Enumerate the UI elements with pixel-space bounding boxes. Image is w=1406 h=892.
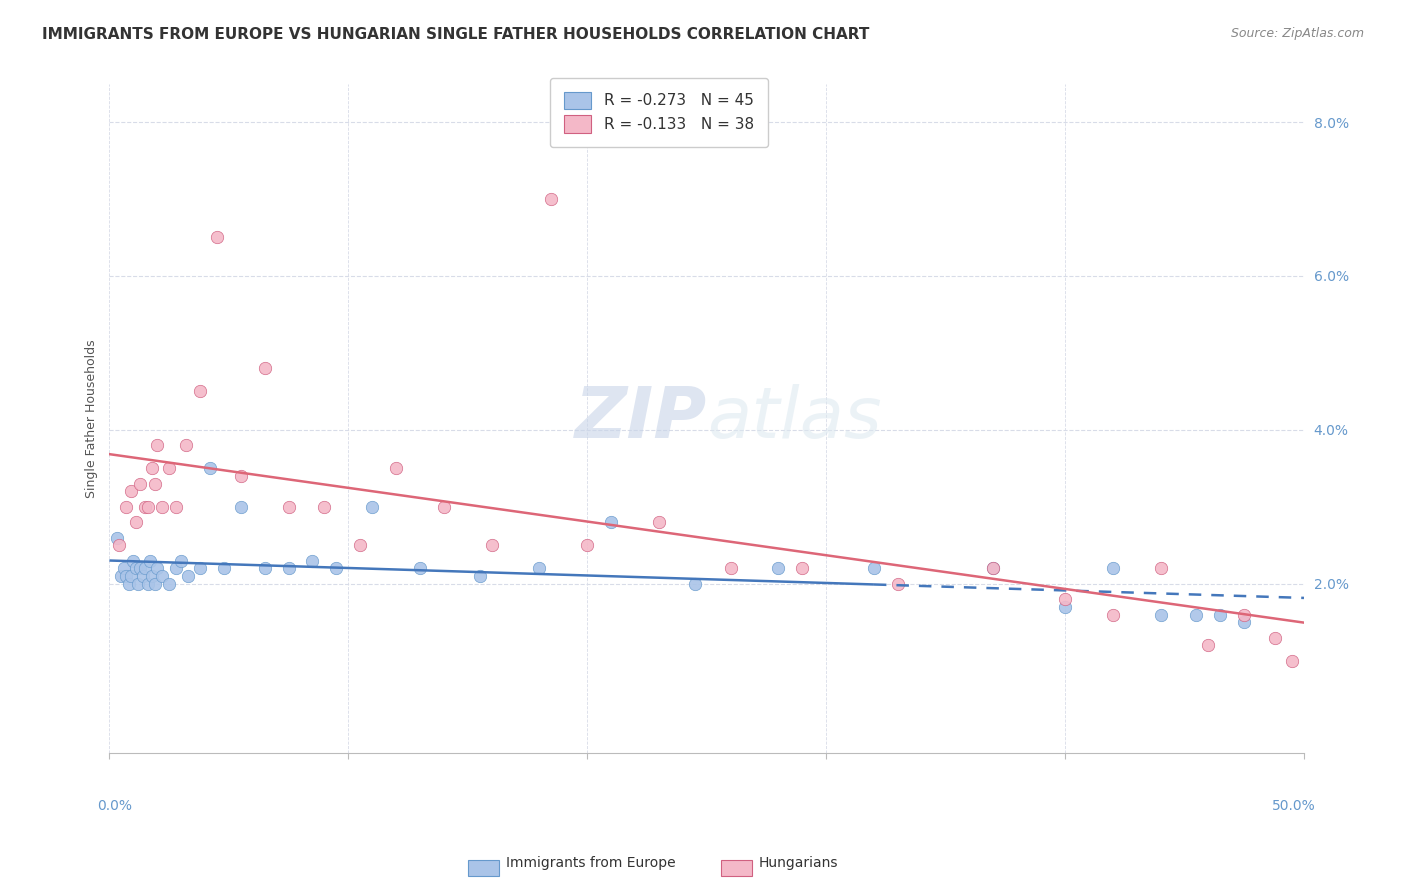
Point: [122, 554, 145, 568]
Point: [600, 516, 623, 530]
Point: [115, 500, 138, 514]
Point: [277, 500, 299, 514]
Point: [174, 438, 197, 452]
Point: [115, 569, 138, 583]
Legend: R = -0.273   N = 45, R = -0.133   N = 38: R = -0.273 N = 45, R = -0.133 N = 38: [550, 78, 768, 146]
Point: [253, 561, 276, 575]
Point: [1281, 654, 1303, 668]
Point: [1264, 631, 1286, 645]
Point: [683, 577, 706, 591]
Point: [1149, 607, 1171, 622]
Text: atlas: atlas: [707, 384, 882, 453]
Point: [188, 384, 211, 399]
Point: [120, 569, 142, 583]
Point: [468, 569, 491, 583]
Point: [134, 500, 156, 514]
Point: [277, 561, 299, 575]
Point: [409, 561, 432, 575]
Point: [132, 569, 155, 583]
Point: [253, 361, 276, 376]
Point: [1197, 639, 1219, 653]
Point: [112, 561, 135, 575]
Point: [325, 561, 347, 575]
Point: [385, 461, 408, 475]
Point: [529, 561, 551, 575]
Point: [1209, 607, 1232, 622]
Point: [648, 516, 671, 530]
Point: [361, 500, 384, 514]
Point: [150, 569, 173, 583]
Point: [576, 538, 599, 552]
Point: [540, 192, 562, 206]
Point: [229, 500, 252, 514]
Point: [1233, 615, 1256, 630]
Point: [720, 561, 742, 575]
Point: [314, 500, 336, 514]
Point: [1233, 607, 1256, 622]
Text: Source: ZipAtlas.com: Source: ZipAtlas.com: [1230, 27, 1364, 40]
Point: [165, 561, 187, 575]
Point: [1149, 561, 1171, 575]
Point: [143, 476, 166, 491]
Point: [108, 538, 131, 552]
Point: [1054, 599, 1077, 614]
Point: [143, 577, 166, 591]
Point: [141, 461, 163, 475]
Point: [205, 230, 228, 244]
Point: [170, 554, 193, 568]
Point: [863, 561, 886, 575]
Point: [120, 484, 142, 499]
Point: [983, 561, 1005, 575]
Point: [157, 461, 180, 475]
Point: [127, 577, 149, 591]
Point: [481, 538, 503, 552]
Point: [1101, 607, 1123, 622]
Point: [146, 561, 169, 575]
Point: [110, 569, 132, 583]
Text: ZIP: ZIP: [575, 384, 707, 453]
Point: [1054, 592, 1077, 607]
Point: [150, 500, 173, 514]
Point: [887, 577, 910, 591]
Point: [1101, 561, 1123, 575]
Point: [792, 561, 814, 575]
Point: [129, 561, 152, 575]
Text: Hungarians: Hungarians: [759, 855, 838, 870]
Text: IMMIGRANTS FROM EUROPE VS HUNGARIAN SINGLE FATHER HOUSEHOLDS CORRELATION CHART: IMMIGRANTS FROM EUROPE VS HUNGARIAN SING…: [42, 27, 869, 42]
Point: [141, 569, 163, 583]
Point: [198, 461, 221, 475]
Point: [157, 577, 180, 591]
Point: [1185, 607, 1208, 622]
Text: 0.0%: 0.0%: [97, 799, 132, 814]
Y-axis label: Single Father Households: Single Father Households: [86, 339, 98, 498]
Point: [125, 516, 148, 530]
Point: [983, 561, 1005, 575]
Point: [433, 500, 456, 514]
Point: [136, 500, 159, 514]
Point: [139, 554, 162, 568]
Point: [136, 577, 159, 591]
Point: [129, 476, 152, 491]
Point: [349, 538, 371, 552]
Point: [146, 438, 169, 452]
Text: 50.0%: 50.0%: [1272, 799, 1316, 814]
Point: [768, 561, 790, 575]
Text: Immigrants from Europe: Immigrants from Europe: [506, 855, 675, 870]
Point: [117, 577, 139, 591]
Point: [125, 561, 148, 575]
Point: [188, 561, 211, 575]
Point: [105, 531, 128, 545]
Point: [134, 561, 156, 575]
Point: [212, 561, 235, 575]
Point: [165, 500, 187, 514]
Point: [177, 569, 200, 583]
Point: [229, 469, 252, 483]
Point: [301, 554, 323, 568]
